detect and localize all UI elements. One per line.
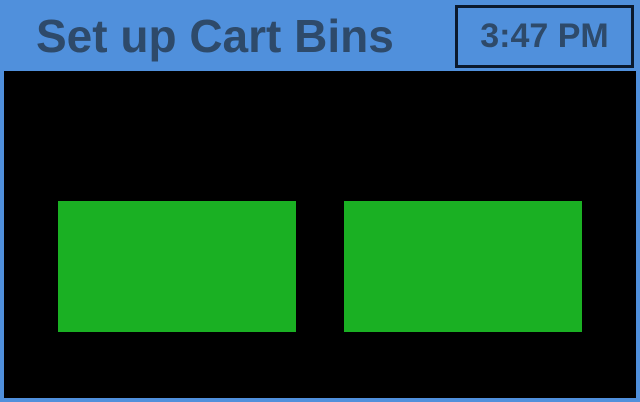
header-bar: Set up Cart Bins 3:47 PM <box>0 0 640 71</box>
cart-bin-1-button[interactable] <box>58 201 296 332</box>
clock-display: 3:47 PM <box>455 5 634 68</box>
bins-panel <box>4 71 636 398</box>
cart-bin-2-button[interactable] <box>344 201 582 332</box>
page-title: Set up Cart Bins <box>36 10 394 62</box>
